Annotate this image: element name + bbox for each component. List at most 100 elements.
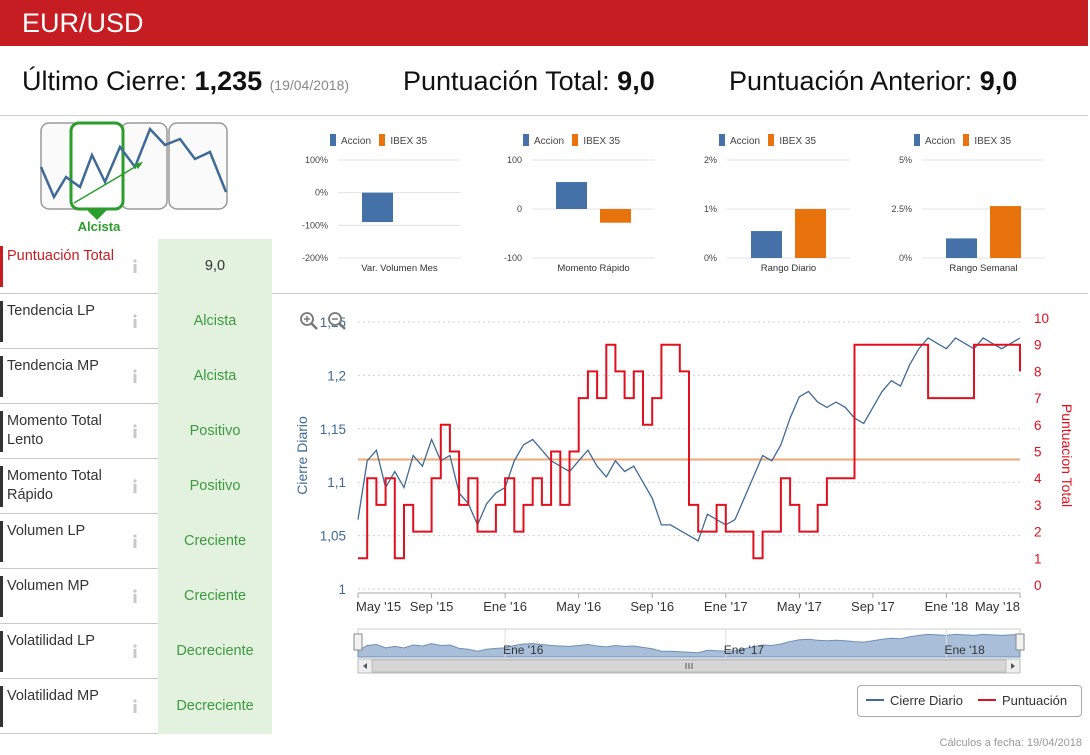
mini-chart-2: Accion IBEX 35 100 0 -100 Momento Rápido — [480, 120, 680, 280]
last-close-value: 1,235 — [194, 66, 263, 96]
zoom-in-icon[interactable] — [299, 311, 319, 331]
title-bar: EUR/USD — [0, 0, 1088, 46]
mini-legend-2: Accion IBEX 35 — [523, 134, 620, 147]
y-tick-label: 0% — [315, 188, 328, 198]
y-tick-label: -100 — [504, 253, 522, 263]
last-close-label: Último Cierre: — [22, 66, 188, 96]
y-left-tick-label: 1,2 — [327, 368, 346, 383]
indicator-row: Puntuación Total 9,0 — [0, 239, 272, 294]
info-icon[interactable] — [128, 532, 142, 550]
score-series-line — [358, 343, 1021, 560]
navigator-area — [357, 633, 1021, 658]
x-tick-label: Sep '16 — [630, 599, 674, 614]
ibex-legend-swatch — [768, 134, 775, 146]
row-marker — [0, 356, 3, 397]
y-left-tick-label: 1,05 — [320, 529, 346, 544]
y-tick-label: 2% — [704, 155, 717, 165]
indicator-label: Volatilidad LP — [7, 633, 95, 649]
previous-score-label: Puntuación Anterior: — [729, 66, 973, 96]
y-right-tick-label: 10 — [1034, 311, 1049, 326]
row-marker — [0, 466, 3, 507]
y-right-tick-label: 9 — [1034, 338, 1042, 353]
navigator-tick-label: Ene '16 — [503, 643, 544, 657]
info-icon[interactable] — [128, 697, 142, 715]
y-tick-label: 0% — [704, 253, 717, 263]
legend-price-swatch — [866, 699, 884, 701]
row-marker — [0, 301, 3, 342]
y-right-tick-label: 6 — [1034, 418, 1042, 433]
indicator-label: Puntuación Total — [7, 248, 114, 264]
x-tick-label: Sep '17 — [851, 599, 895, 614]
previous-score-value: 9,0 — [979, 66, 1018, 96]
y-right-tick-label: 0 — [1034, 578, 1042, 593]
indicator-value: 9,0 — [158, 239, 272, 294]
row-marker — [0, 631, 3, 672]
info-icon[interactable] — [128, 642, 142, 660]
legend-price-label: Cierre Diario — [890, 693, 963, 708]
indicator-label: Volumen MP — [7, 578, 90, 594]
bar — [362, 192, 393, 223]
bar — [556, 182, 587, 209]
trend-label: Alcista — [78, 219, 121, 234]
indicator-label: Tendencia MP — [7, 358, 99, 374]
indicator-label: Momento Total Lento — [7, 413, 102, 448]
row-marker — [0, 411, 3, 452]
mini-legend-ibex: IBEX 35 — [390, 136, 428, 147]
indicator-label: Tendencia LP — [7, 303, 95, 319]
calc-date-footer: Cálculos a fecha: 19/04/2018 — [939, 737, 1083, 749]
navigator-tick-label: Ene '18 — [944, 643, 985, 657]
x-tick-label: Ene '17 — [704, 599, 748, 614]
indicator-label: Volumen LP — [7, 523, 86, 539]
indicator-value: Alcista — [158, 294, 272, 349]
legend-price[interactable]: Cierre Diario — [866, 693, 963, 708]
row-marker — [0, 246, 3, 287]
x-tick-label: May '16 — [556, 599, 601, 614]
indicator-label: Momento Total Rápido — [7, 468, 102, 503]
last-close: Último Cierre: 1,235 (19/04/2018) — [22, 66, 349, 97]
x-tick-label: Ene '16 — [483, 599, 527, 614]
legend-score[interactable]: Puntuación — [978, 693, 1067, 708]
info-icon[interactable] — [128, 367, 142, 385]
scroll-left-icon — [363, 663, 367, 669]
indicator-row: Volumen MP Creciente — [0, 569, 272, 624]
y-tick-label: 100 — [507, 155, 522, 165]
ibex-legend-swatch — [963, 134, 970, 146]
ibex-legend-swatch — [572, 134, 579, 146]
ibex-legend-swatch — [379, 134, 386, 146]
zoom-out-icon[interactable] — [327, 311, 347, 331]
mini-chart-svg-1: 100% 0% -100% -200% Var. Volumen Mes — [302, 155, 461, 274]
y-right-tick-label: 5 — [1034, 445, 1042, 460]
summary-bar: Último Cierre: 1,235 (19/04/2018) Puntua… — [0, 46, 1088, 116]
total-score-value: 9,0 — [617, 66, 655, 96]
x-tick-label: Ene '18 — [925, 599, 969, 614]
indicator-value: Positivo — [158, 404, 272, 459]
chart-title: Rango Diario — [761, 263, 816, 274]
indicator-value: Alcista — [158, 349, 272, 404]
legend-score-swatch — [978, 699, 996, 701]
info-icon[interactable] — [128, 312, 142, 330]
mini-chart-svg-2: 100 0 -100 Momento Rápido — [504, 155, 655, 274]
navigator-handle-right — [1015, 633, 1025, 651]
y-right-tick-label: 8 — [1034, 364, 1042, 379]
trend-illustration: Alcista — [39, 121, 228, 234]
bar — [600, 209, 631, 223]
y-tick-label: 0% — [899, 253, 912, 263]
y-left-tick-label: 1,1 — [327, 475, 346, 490]
mini-legend-4: Accion IBEX 35 — [914, 134, 1011, 147]
main-chart-svg: 11,051,11,151,21,25012345678910Cierre Di… — [294, 311, 1075, 674]
info-icon[interactable] — [128, 422, 142, 440]
y-right-axis-title: Puntuacion Total — [1059, 404, 1075, 507]
total-score-label: Puntuación Total: — [403, 66, 610, 96]
info-icon[interactable] — [128, 587, 142, 605]
info-icon[interactable] — [128, 257, 142, 275]
y-right-tick-label: 2 — [1034, 525, 1042, 540]
y-tick-label: 2.5% — [891, 204, 912, 214]
row-marker — [0, 521, 3, 562]
info-icon[interactable] — [128, 477, 142, 495]
accion-legend-swatch — [914, 134, 920, 146]
bar — [751, 231, 782, 258]
mini-legend-3: Accion IBEX 35 — [719, 134, 816, 147]
x-tick-label: May '15 — [356, 599, 401, 614]
mini-legend-accion: Accion — [925, 136, 956, 147]
indicator-value: Positivo — [158, 459, 272, 514]
